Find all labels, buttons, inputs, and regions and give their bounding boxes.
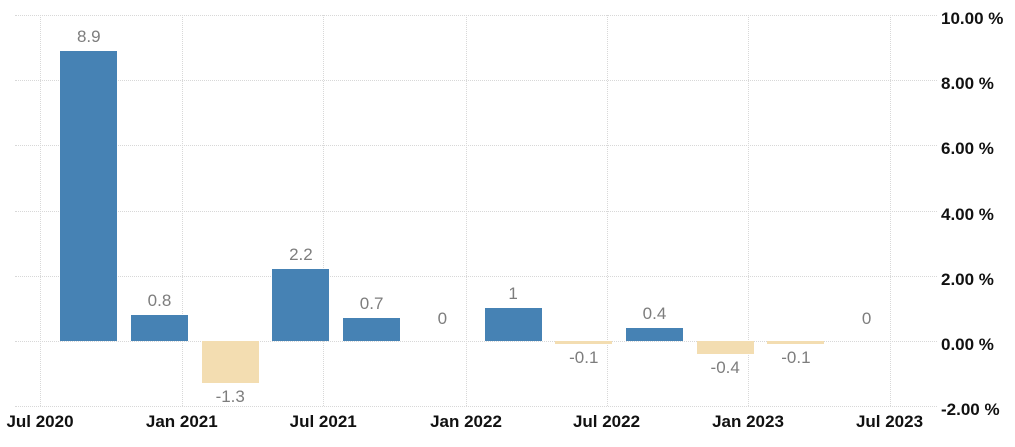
bar-value-label: -1.3 <box>215 387 245 407</box>
gridline-horizontal <box>15 340 937 342</box>
chart-bar[interactable] <box>60 50 118 341</box>
bar-value-label: 0.4 <box>642 303 667 323</box>
gridline-horizontal <box>15 80 937 82</box>
gridline-horizontal <box>15 15 937 16</box>
chart-bar[interactable] <box>484 308 542 341</box>
bar-value-label: -0.4 <box>710 357 740 377</box>
gridline-vertical <box>181 15 183 406</box>
y-axis-tick-label: 0.00 % <box>941 334 994 354</box>
gridline-vertical <box>323 15 325 406</box>
chart-bar[interactable] <box>767 340 825 345</box>
chart-bar[interactable] <box>131 314 188 341</box>
chart-bar[interactable] <box>555 340 613 345</box>
x-axis-tick-label: Jan 2021 <box>145 412 218 431</box>
bar-value-label: 8.9 <box>76 26 101 46</box>
gridline-horizontal <box>15 275 937 277</box>
chart-bar[interactable] <box>272 269 330 341</box>
gridline-vertical <box>889 15 891 406</box>
x-axis-tick-label: Jul 2023 <box>855 412 924 431</box>
bar-value-label: -0.1 <box>781 348 811 368</box>
gridline-horizontal <box>15 145 937 147</box>
bar-value-label: 1 <box>508 284 518 304</box>
x-axis-tick-label: Jul 2021 <box>289 412 357 431</box>
x-axis-tick-label: Jan 2023 <box>712 412 784 431</box>
chart-bar[interactable] <box>201 340 259 384</box>
chart-bar[interactable] <box>625 327 683 341</box>
x-axis-tick-label: Jan 2022 <box>430 412 502 431</box>
gridline-vertical <box>40 15 41 406</box>
gridline-vertical <box>606 15 608 406</box>
y-axis-tick-label: 6.00 % <box>941 139 994 159</box>
y-axis-tick-label: 8.00 % <box>941 74 994 94</box>
chart-bar[interactable] <box>343 318 401 341</box>
bar-value-label: 0 <box>437 308 448 328</box>
y-axis-tick-label: 2.00 % <box>941 269 994 289</box>
y-axis-tick-label: -2.00 % <box>941 400 1000 419</box>
gridline-horizontal <box>15 406 937 407</box>
bar-value-label: 0.8 <box>147 290 172 310</box>
gridline-vertical <box>748 15 749 406</box>
gridline-vertical <box>466 15 467 406</box>
bar-value-label: -0.1 <box>569 348 599 368</box>
bar-value-label: 0.7 <box>359 294 384 314</box>
chart-bar[interactable] <box>696 340 754 354</box>
gridline-horizontal <box>15 210 937 212</box>
bar-value-label: 0 <box>861 308 872 328</box>
y-axis-tick-label: 10.00 % <box>941 9 1004 28</box>
y-axis-tick-label: 4.00 % <box>941 204 994 224</box>
x-axis-tick-label: Jul 2020 <box>6 412 74 431</box>
x-axis-tick-label: Jul 2022 <box>572 412 641 431</box>
bar-value-label: 2.2 <box>289 245 313 265</box>
